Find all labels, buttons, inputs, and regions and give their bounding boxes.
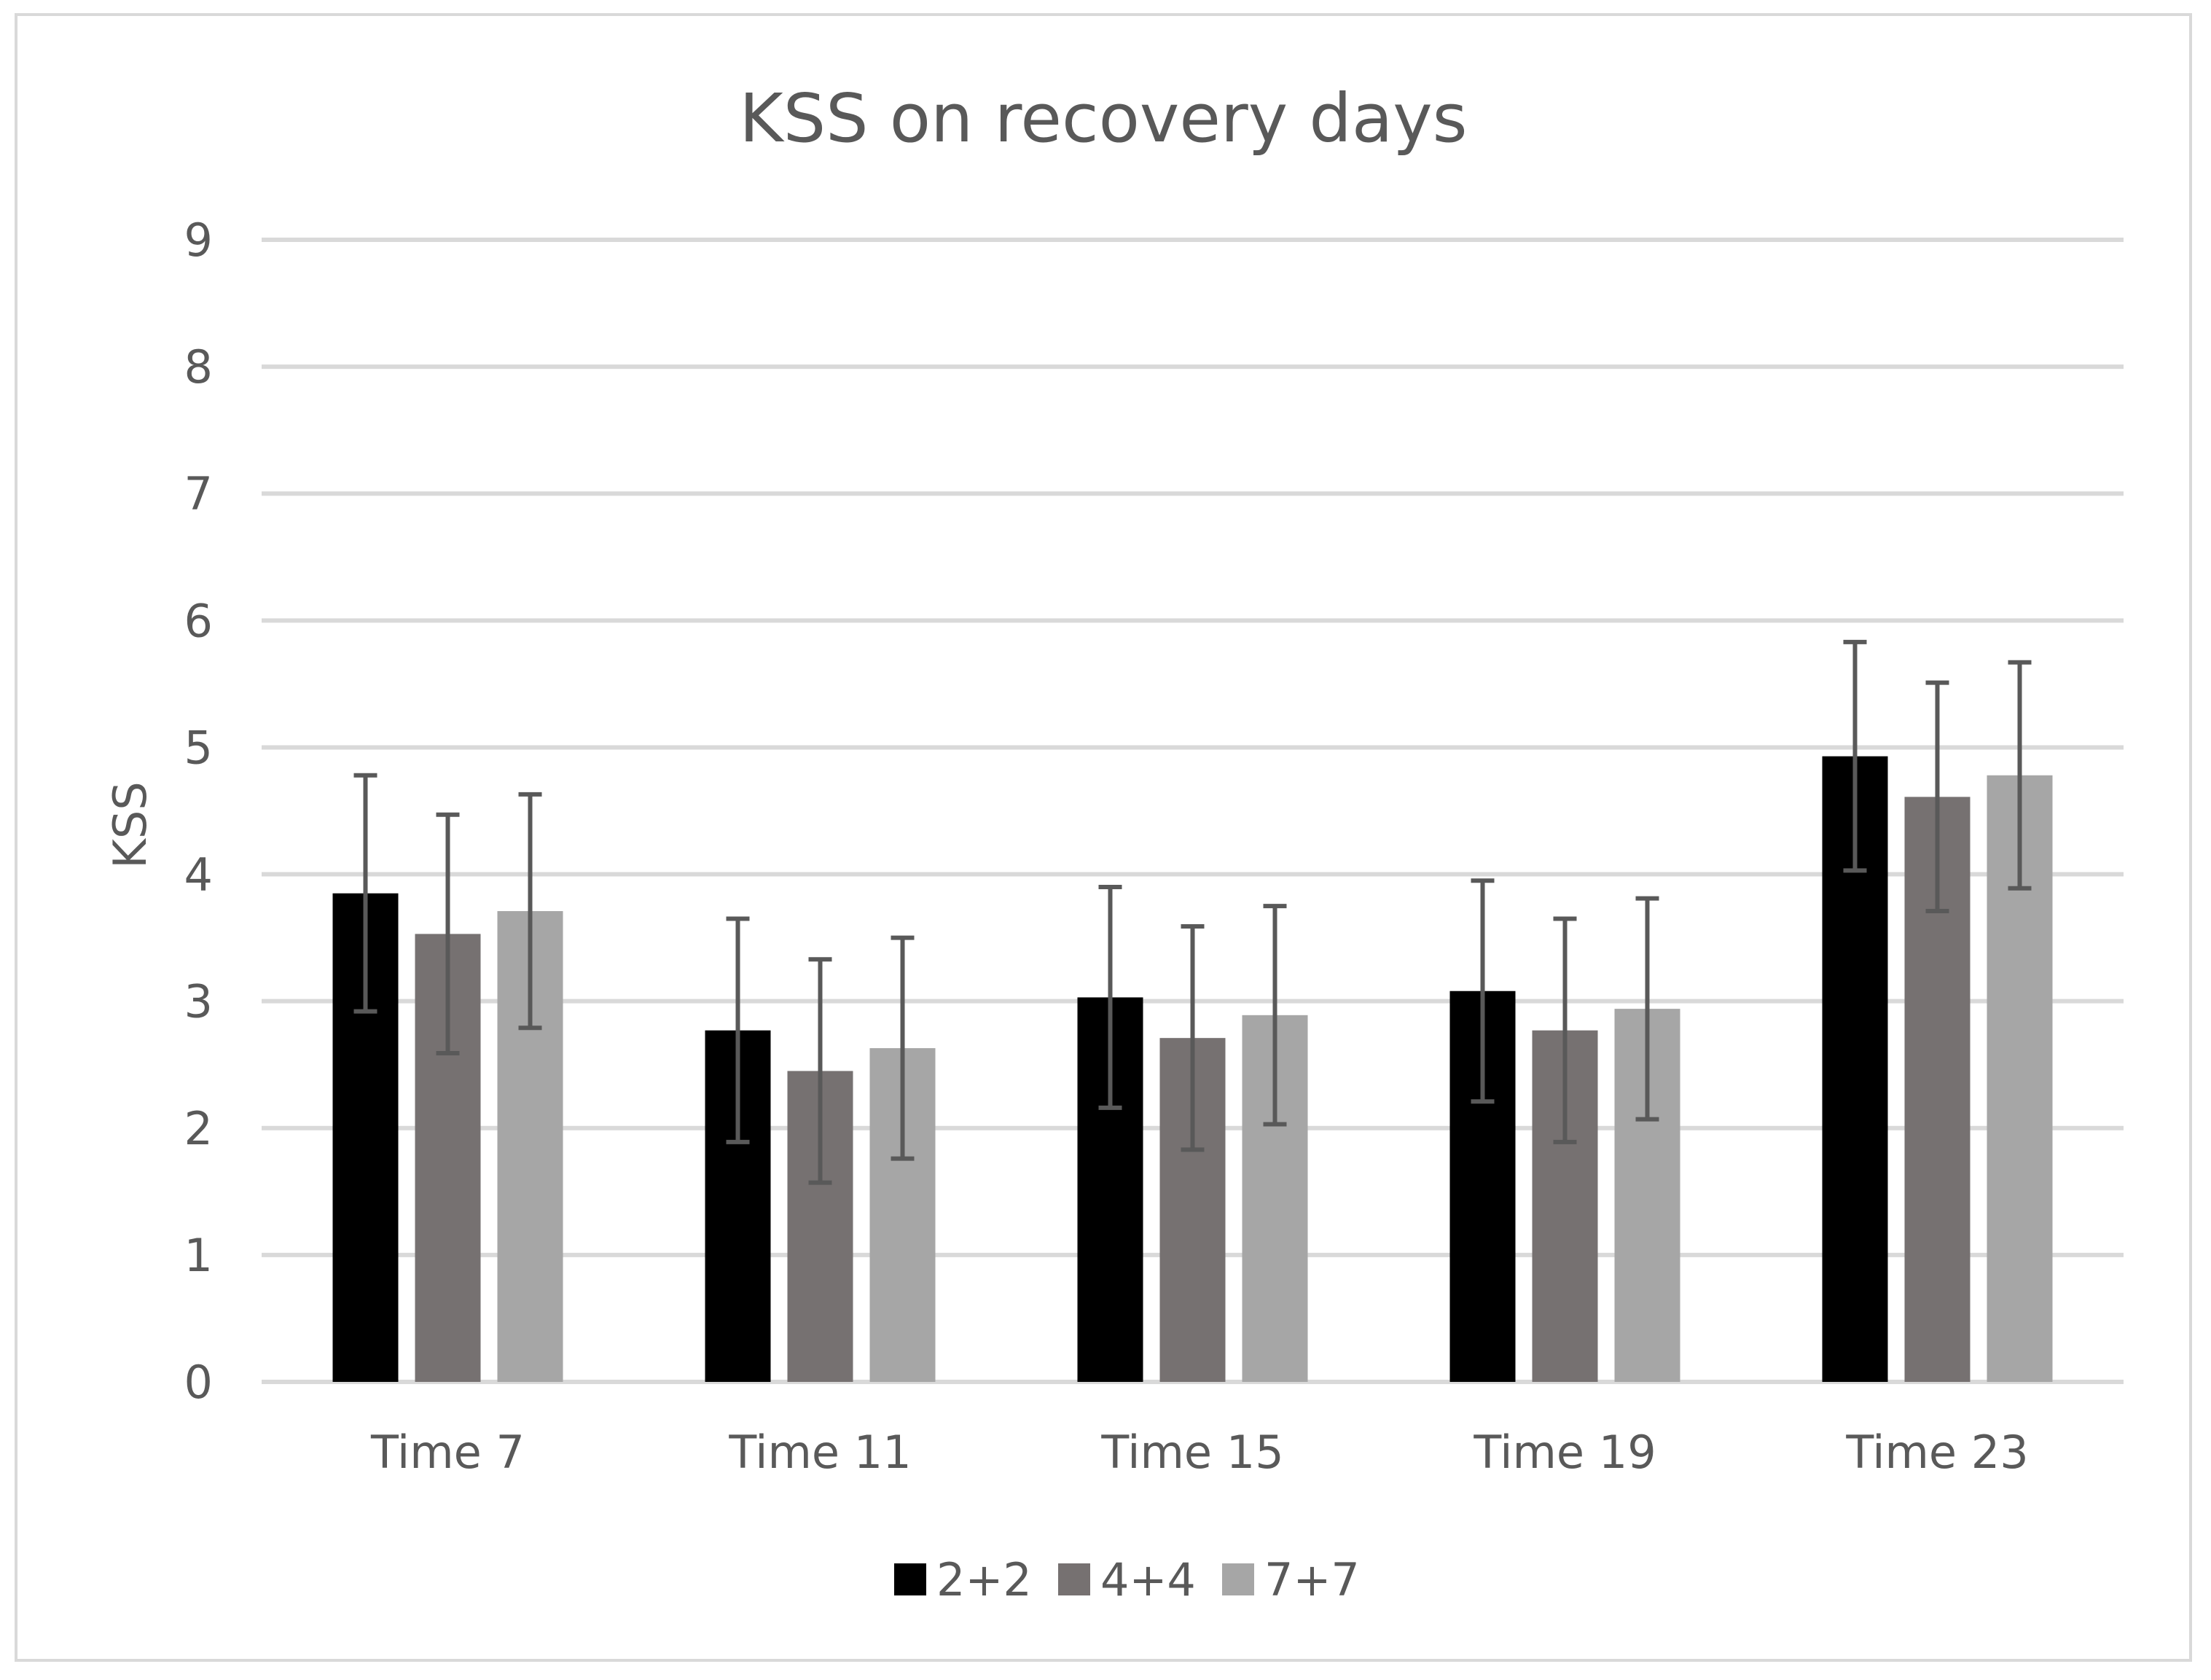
legend-label: 2+2 xyxy=(936,1553,1032,1606)
x-tick-label: Time 23 xyxy=(1845,1426,2028,1479)
error-bar xyxy=(518,792,542,1031)
y-tick-label: 3 xyxy=(184,975,213,1028)
legend: 2+2 4+4 7+7 xyxy=(894,1553,1360,1606)
x-axis-ticks: Time 7 Time 11 Time 15 Time 19 Time 23 xyxy=(370,1426,2029,1479)
legend-item: 7+7 xyxy=(1222,1553,1360,1606)
y-axis-title: KSS xyxy=(103,781,157,868)
y-tick-label: 8 xyxy=(184,340,213,394)
legend-item: 2+2 xyxy=(894,1553,1032,1606)
chart-title: KSS on recovery days xyxy=(739,79,1467,157)
y-tick-label: 4 xyxy=(184,848,213,902)
y-tick-label: 6 xyxy=(184,594,213,647)
error-bar xyxy=(808,957,832,1185)
legend-swatch xyxy=(1222,1563,1254,1595)
error-bar xyxy=(436,812,460,1056)
x-tick-label: Time 7 xyxy=(370,1426,525,1479)
error-bar xyxy=(891,935,915,1161)
y-tick-label: 9 xyxy=(184,214,213,267)
legend-swatch xyxy=(1058,1563,1090,1595)
legend-swatch xyxy=(894,1563,926,1595)
y-tick-label: 5 xyxy=(184,721,213,774)
error-bar xyxy=(1263,904,1287,1127)
y-tick-label: 7 xyxy=(184,467,213,520)
legend-item: 4+4 xyxy=(1058,1553,1196,1606)
x-tick-label: Time 19 xyxy=(1473,1426,1656,1479)
gridlines xyxy=(262,238,2124,1384)
x-tick-label: Time 15 xyxy=(1100,1426,1283,1479)
legend-label: 4+4 xyxy=(1100,1553,1196,1606)
error-bar xyxy=(1553,916,1577,1144)
y-axis-ticks: 0 1 2 3 4 5 6 7 8 9 xyxy=(184,214,213,1409)
error-bars xyxy=(353,639,2032,1185)
error-bar xyxy=(726,916,750,1144)
y-tick-label: 1 xyxy=(184,1229,213,1282)
error-bar xyxy=(1635,896,1659,1122)
error-bar xyxy=(1098,884,1122,1110)
y-tick-label: 0 xyxy=(184,1356,213,1409)
error-bar xyxy=(1925,680,1949,914)
error-bar xyxy=(1181,923,1205,1152)
legend-label: 7+7 xyxy=(1264,1553,1360,1606)
y-tick-label: 2 xyxy=(184,1102,213,1155)
bar-chart: KSS on recovery days 0 1 2 3 4 5 6 7 8 9 KSS Time… xyxy=(103,79,2124,1606)
chart-frame: KSS on recovery days 0 1 2 3 4 5 6 7 8 9 KSS Time… xyxy=(15,13,2192,1662)
x-tick-label: Time 11 xyxy=(728,1426,911,1479)
error-bar xyxy=(1471,878,1495,1104)
error-bar xyxy=(353,773,377,1014)
error-bar xyxy=(2008,660,2032,891)
error-bar xyxy=(1843,639,1867,873)
